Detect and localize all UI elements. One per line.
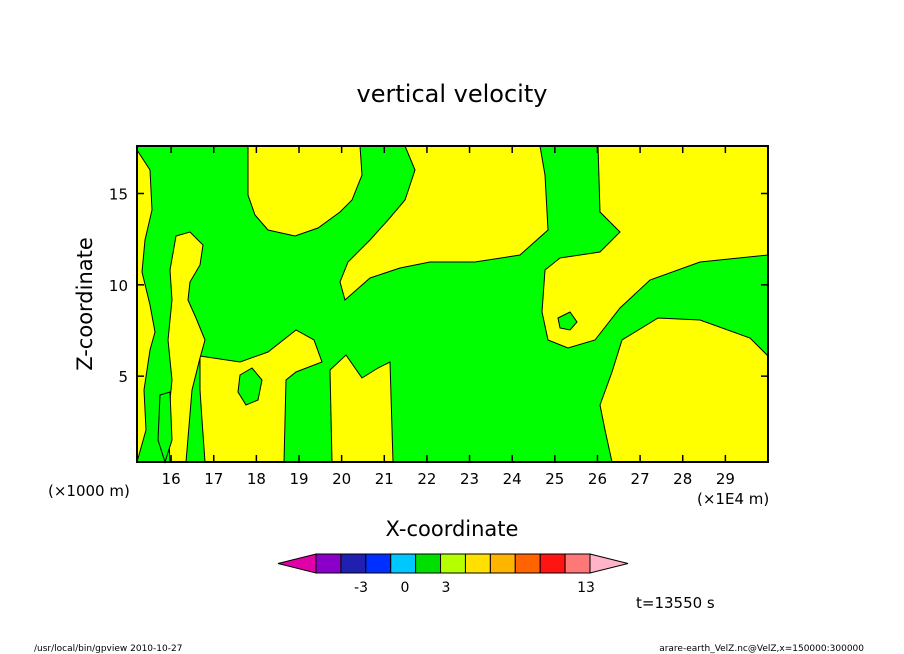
chart-title: vertical velocity: [357, 80, 548, 108]
colorbar-segment: [315, 553, 342, 574]
region-yellow-top-center: [339, 145, 549, 301]
region-yellow-right-lower: [599, 317, 769, 463]
x-tick-label: 23: [460, 470, 479, 488]
colorbar-segment: [340, 553, 367, 574]
yellow-regions: [136, 145, 769, 463]
colorbar-segment: [390, 553, 417, 574]
island-green-2: [557, 311, 578, 331]
green-islands: [157, 311, 578, 464]
colorbar-segment: [539, 553, 566, 574]
y-axis-label: Z-coordinate: [73, 237, 97, 371]
x-tick-label: 27: [631, 470, 650, 488]
footer-left: /usr/local/bin/gpview 2010-10-27: [34, 644, 182, 654]
region-yellow-top-left: [247, 145, 363, 237]
plot-frame: [136, 145, 769, 463]
plot-area: 16 17 18 19 20 21 22 23 24 25 26 27 28 29 5 10 15: [109, 145, 769, 488]
x-axis-label: X-coordinate: [386, 517, 519, 541]
y-tick-label: 5: [118, 368, 128, 386]
x-tick-label: 24: [503, 470, 522, 488]
x-tick-label: 28: [673, 470, 692, 488]
colorbar-segment: [415, 553, 442, 574]
y-tick-label: 15: [109, 185, 128, 203]
x-tick-label: 22: [417, 470, 436, 488]
colorbar-segment: [365, 553, 392, 574]
region-yellow-top-right: [541, 145, 769, 349]
colorbar: -3 0 3 13: [277, 553, 629, 596]
x-tick-label: 18: [247, 470, 266, 488]
y-tick-label: 10: [109, 277, 128, 295]
colorbar-tick-label: 0: [401, 580, 410, 596]
colorbar-tick-label: 3: [442, 580, 451, 596]
x-tick-label: 26: [588, 470, 607, 488]
colorbar-arrow-low: [277, 553, 317, 574]
x-tick-label: 20: [332, 470, 351, 488]
island-green-3: [157, 391, 173, 464]
colorbar-segment: [514, 553, 541, 574]
x-tick-label: 19: [289, 470, 308, 488]
colorbar-arrow-high: [589, 553, 629, 574]
colorbar-segment: [440, 553, 466, 574]
x-tick-label: 17: [204, 470, 223, 488]
colorbar-segment: [564, 553, 591, 574]
time-label: t=13550 s: [636, 594, 715, 612]
footer-right: arare-earth_VelZ.nc@VelZ,x=150000:300000: [659, 644, 864, 654]
region-yellow-left-mid: [167, 231, 206, 463]
colorbar-segment: [489, 553, 516, 574]
y-unit-label: (×1000 m): [48, 482, 130, 500]
colorbar-tick-label: 13: [577, 580, 595, 596]
y-axis-ticks: 5 10 15: [109, 185, 768, 386]
x-axis-ticks: 16 17 18 19 20 21 22 23 24 25 26 27 28 29: [162, 146, 735, 488]
x-tick-label: 21: [375, 470, 394, 488]
island-green-1: [237, 367, 263, 406]
region-yellow-left-lower: [199, 329, 323, 463]
region-yellow-left-edge: [136, 148, 156, 463]
x-tick-label: 25: [545, 470, 564, 488]
x-tick-label: 16: [162, 470, 181, 488]
colorbar-tick-label: -3: [354, 580, 368, 596]
colorbar-segment: [464, 553, 491, 574]
x-unit-label: (×1E4 m): [697, 490, 769, 508]
x-tick-label: 29: [716, 470, 735, 488]
